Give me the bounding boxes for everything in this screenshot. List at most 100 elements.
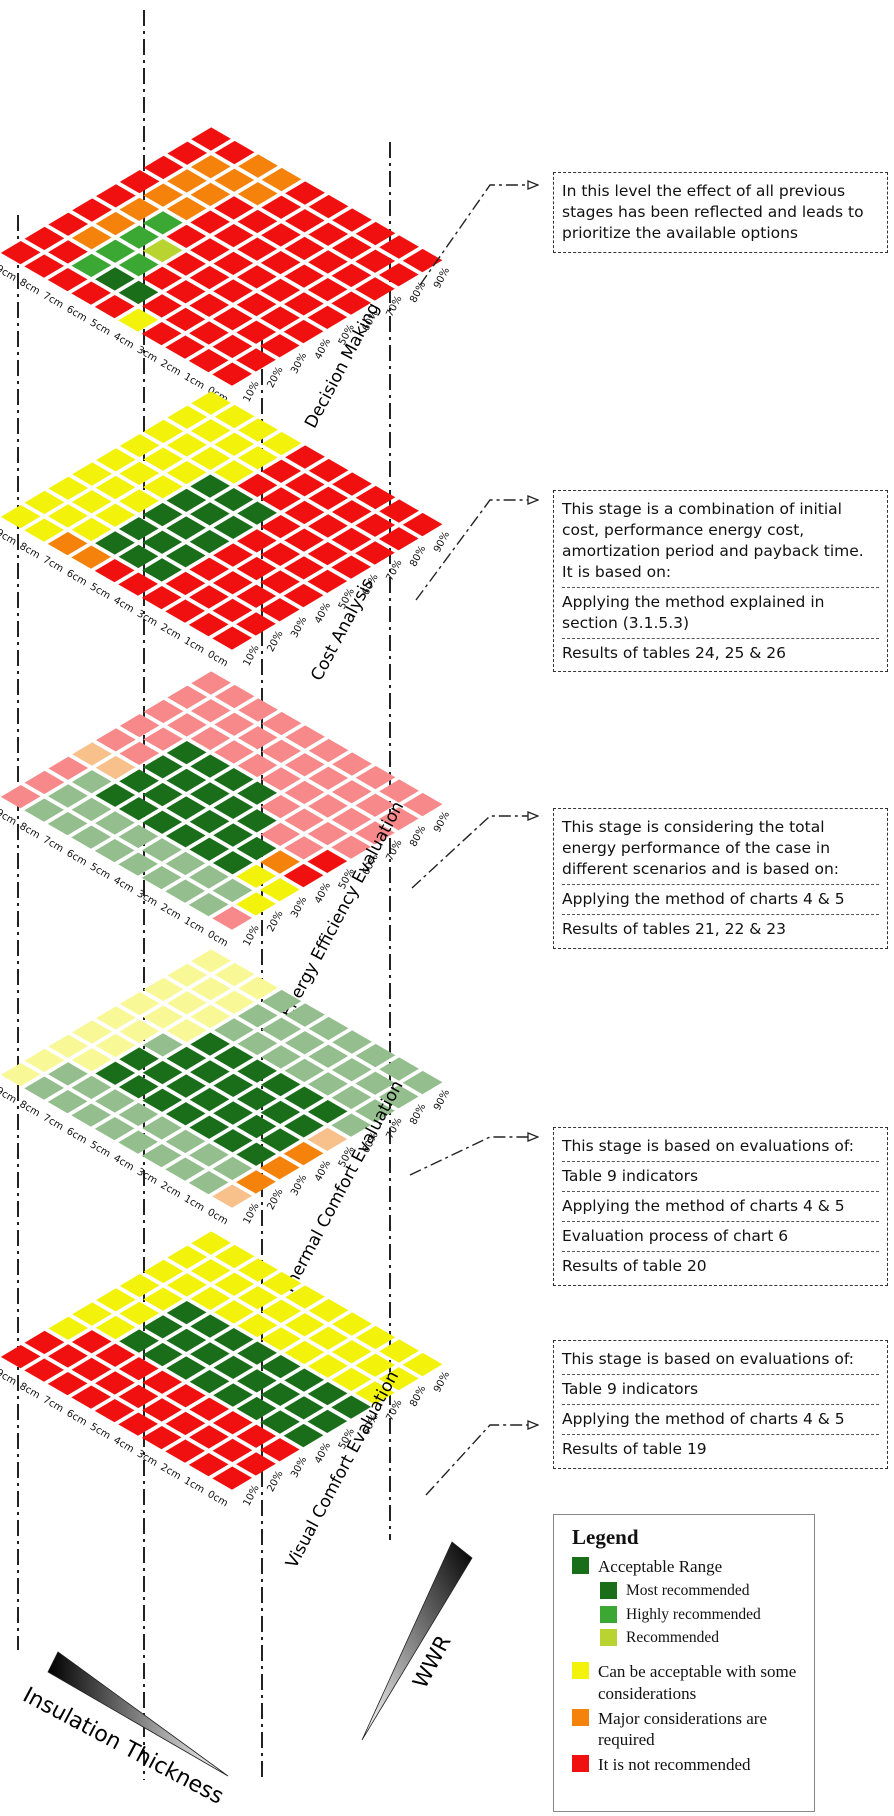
grid-cell xyxy=(237,1313,278,1338)
legend-swatch xyxy=(600,1629,617,1646)
insulation-tick: 5cm xyxy=(88,1421,112,1441)
grid-cell xyxy=(190,182,231,207)
grid-cell xyxy=(190,1286,231,1311)
grid-cell xyxy=(212,851,253,875)
wwr-tick: 90% xyxy=(432,1088,452,1113)
grid-cell xyxy=(212,571,253,595)
grid-cell xyxy=(284,528,324,552)
grid-cell xyxy=(190,238,230,262)
connector-arrow xyxy=(411,816,538,889)
grid-cell xyxy=(260,1073,301,1097)
insulation-tick: 9cm xyxy=(0,1085,18,1105)
grid-cell xyxy=(236,584,277,608)
grid-cell xyxy=(284,292,324,316)
wwr-tick: 90% xyxy=(432,810,452,835)
grid-cell xyxy=(189,1397,230,1421)
grid-cell xyxy=(166,741,207,765)
note-text: Applying the method of charts 4 & 5 xyxy=(562,883,879,914)
grid-cell xyxy=(237,182,278,206)
grid-cell xyxy=(165,571,206,596)
grid-cell xyxy=(283,1141,324,1166)
insulation-tick: 9cm xyxy=(0,1367,18,1387)
grid-cell xyxy=(142,1116,182,1140)
insulation-tick: 2cm xyxy=(158,902,182,922)
grid-cell xyxy=(190,446,231,471)
insulation-tick: 8cm xyxy=(17,1099,41,1119)
grid-cell xyxy=(94,295,135,319)
grid-cell xyxy=(331,500,372,524)
grid-cell xyxy=(308,738,349,763)
legend-label: Recommended xyxy=(626,1629,719,1646)
wwr-tick: 40% xyxy=(313,601,333,626)
grid-cell xyxy=(71,1357,112,1382)
grid-cell xyxy=(71,226,112,250)
grid-cell xyxy=(95,211,136,236)
grid-cell xyxy=(213,823,253,847)
grid-cell xyxy=(213,488,254,512)
grid-cell xyxy=(332,472,372,496)
grid-cell xyxy=(188,349,229,373)
note-text: Applying the method of charts 4 & 5 xyxy=(562,1190,879,1221)
grid-cell xyxy=(355,541,395,565)
grid-cell xyxy=(48,1062,88,1086)
grid-cell xyxy=(285,181,325,205)
grid-cell xyxy=(72,462,112,486)
grid-cell xyxy=(95,503,136,527)
grid-cell xyxy=(72,1302,112,1326)
grid-cell xyxy=(261,1271,302,1296)
grid-cell xyxy=(261,487,301,511)
grid-cell xyxy=(142,810,183,834)
grid-cell xyxy=(48,1344,88,1368)
grid-cell xyxy=(119,1019,160,1043)
grid-cell xyxy=(48,476,89,500)
grid-cell xyxy=(24,1358,64,1382)
insulation-tick: 9cm xyxy=(0,527,18,547)
grid-cell xyxy=(119,992,160,1016)
grid-cell xyxy=(48,756,89,780)
grid-cell xyxy=(214,168,255,192)
grid-cell xyxy=(283,583,324,608)
grid-cell xyxy=(213,279,253,303)
note-text: Results of table 19 xyxy=(562,1433,879,1464)
grid-cell xyxy=(213,1355,254,1379)
insulation-tick: 5cm xyxy=(88,317,112,337)
grid-cell xyxy=(379,779,419,803)
grid-cell xyxy=(260,822,301,846)
grid-cell xyxy=(189,809,230,834)
wwr-tick: 10% xyxy=(242,1483,262,1508)
legend-item-recommended: Recommended xyxy=(600,1628,804,1647)
grid-cell xyxy=(331,291,371,315)
grid-cell xyxy=(331,780,372,804)
grid-cell xyxy=(378,527,419,551)
insulation-tick: 2cm xyxy=(158,622,182,642)
grid-cell xyxy=(167,169,207,193)
grid-cell xyxy=(260,1100,301,1124)
grid-cell xyxy=(237,1004,278,1028)
grid-cell xyxy=(48,240,88,264)
grid-cell xyxy=(71,281,111,305)
wwr-tick: 90% xyxy=(432,530,452,555)
grid-cell xyxy=(237,265,277,289)
note-energy-efficiency: This stage is considering the total ener… xyxy=(553,808,888,949)
grid-cell xyxy=(402,1070,443,1095)
grid-cell xyxy=(308,1044,349,1068)
grid-cell xyxy=(95,239,136,263)
grid-cell xyxy=(332,1312,372,1336)
grid-cell xyxy=(0,785,41,809)
wwr-tick: 10% xyxy=(242,1201,262,1226)
grid-cell xyxy=(378,1367,419,1391)
grid-cell xyxy=(284,556,324,580)
grid-cell xyxy=(119,225,159,249)
grid-cell xyxy=(331,1085,372,1110)
insulation-tick: 2cm xyxy=(158,358,182,378)
insulation-tick: 7cm xyxy=(41,1112,65,1132)
wwr-tick: 30% xyxy=(289,1455,309,1480)
grid-cell xyxy=(95,755,136,780)
grid-cell xyxy=(355,485,396,510)
grid-cell xyxy=(284,1313,325,1337)
grid-cell xyxy=(71,1330,112,1354)
grid-cell xyxy=(212,1184,252,1208)
grid-cell xyxy=(379,1339,419,1363)
grid-cell xyxy=(331,1113,371,1137)
